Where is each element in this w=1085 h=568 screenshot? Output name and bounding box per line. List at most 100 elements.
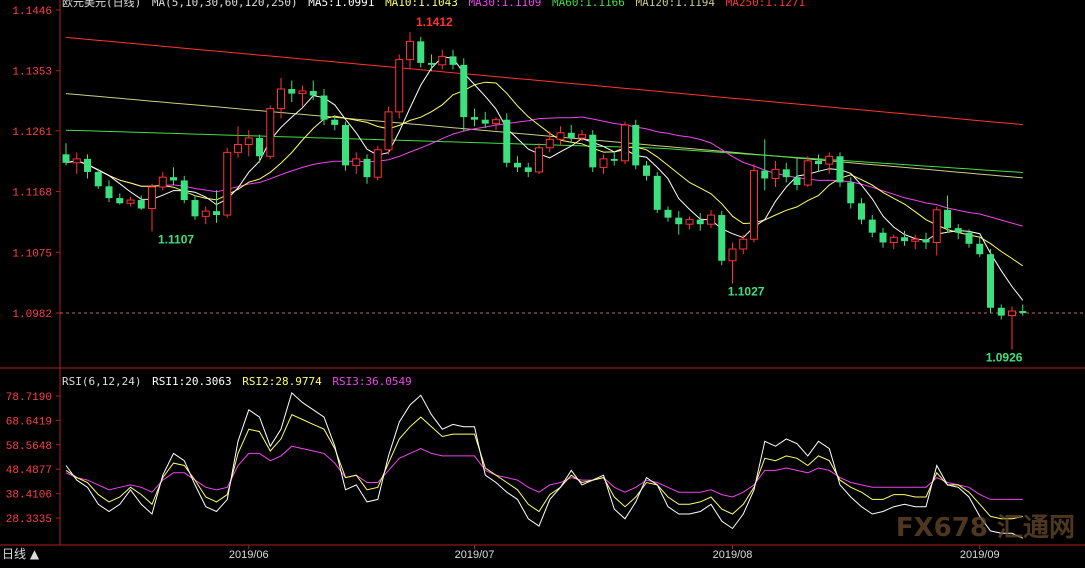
candle-body	[632, 124, 640, 166]
candle-body	[363, 158, 371, 178]
y-tick-label: 1.1168	[12, 188, 52, 200]
candle-body	[298, 90, 307, 95]
candle-body	[460, 64, 468, 118]
candle-body	[987, 254, 994, 308]
rsi-y-tick-label: 78.7190	[6, 392, 52, 404]
candle-body	[201, 210, 210, 217]
candle-body	[244, 137, 253, 146]
x-tick-label: 2019/06	[229, 549, 269, 561]
candle-body	[417, 41, 425, 63]
candle-body	[62, 154, 70, 163]
rsi-y-tick-label: 48.4877	[6, 465, 52, 477]
ma-params: MA(5,10,30,60,120,250)	[151, 0, 298, 9]
candle-body	[610, 158, 618, 161]
candle-body	[718, 215, 726, 261]
candle-body	[728, 248, 737, 262]
rsi-header: RSI(6,12,24) RSI1:20.3063 RSI2:28.9774 R…	[62, 375, 412, 388]
price-annotation: 1.1107	[158, 232, 194, 246]
rsi-y-tick-label: 58.5648	[6, 441, 52, 453]
candle-body	[922, 239, 930, 243]
ma120-line	[65, 93, 1023, 179]
candle-body	[932, 209, 941, 243]
ma5-line	[65, 56, 1024, 301]
candle-body	[889, 236, 898, 243]
symbol-label[interactable]: 欧元美元(日线)	[62, 0, 142, 9]
candle-body	[664, 209, 672, 218]
candle-body	[180, 180, 188, 201]
candle-body	[191, 200, 199, 217]
candle-body	[256, 137, 263, 157]
rsi-line-rsi2	[65, 414, 1023, 520]
candle-body	[793, 177, 801, 186]
candle-body	[331, 119, 339, 125]
ma10-line	[65, 81, 1024, 267]
candle-body	[803, 160, 812, 186]
candle-body	[954, 228, 962, 233]
candle-body	[116, 198, 124, 204]
rsi3-label: RSI3:36.0549	[332, 375, 412, 388]
candle-body	[503, 119, 511, 163]
candle-body	[868, 219, 876, 233]
candle-body	[373, 149, 382, 178]
candle-body	[545, 138, 554, 149]
candle-body	[836, 156, 844, 183]
candle-body	[589, 134, 597, 168]
candle-body	[578, 134, 586, 139]
candle-body	[449, 56, 457, 65]
candle-body	[944, 209, 951, 229]
candle-body	[556, 132, 565, 140]
candle-body	[158, 176, 167, 188]
candle-body	[481, 119, 489, 124]
y-tick-label: 1.1261	[12, 127, 52, 139]
candle-body	[1019, 311, 1027, 313]
rsi-y-tick-label: 68.6419	[6, 416, 52, 428]
candle-body	[696, 219, 704, 225]
candle-body	[524, 167, 532, 172]
candle-body	[105, 186, 113, 199]
candle-body	[879, 232, 887, 243]
candle-body	[406, 40, 414, 61]
candle-body	[94, 171, 102, 187]
candle-body	[643, 165, 650, 176]
candle-body	[492, 119, 500, 125]
candle-body	[126, 199, 135, 204]
ma60-label: MA60:1.1166	[552, 0, 625, 9]
rsi1-label: RSI1:20.3063	[152, 375, 232, 388]
price-annotation: 1.1027	[728, 285, 765, 299]
y-tick-label: 1.0982	[12, 309, 52, 321]
candle-body	[1008, 310, 1016, 317]
candle-body	[342, 124, 349, 166]
candle-body	[782, 169, 790, 178]
price-annotation: 1.1412	[416, 15, 453, 29]
candle-body	[266, 108, 275, 157]
y-tick-label: 1.1353	[12, 67, 52, 79]
candle-body	[901, 237, 908, 242]
candle-body	[685, 219, 694, 225]
candle-body	[84, 158, 91, 172]
price-annotation: 1.0926	[986, 351, 1023, 365]
main-header: 欧元美元(日线) MA(5,10,30,60,120,250) MA5:1.09…	[62, 0, 805, 10]
candle-body	[384, 111, 393, 151]
candle-body	[288, 89, 296, 94]
candle-body	[761, 170, 769, 179]
rsi-line-rsi3	[65, 445, 1023, 500]
candle-body	[567, 132, 575, 138]
rsi-line-rsi1	[65, 391, 1024, 539]
candle-body	[621, 124, 629, 162]
candle-body	[750, 170, 758, 240]
candle-body	[148, 186, 156, 210]
ma5-label: MA5:1.0991	[308, 0, 375, 9]
candle-body	[395, 59, 404, 113]
x-tick-label: 2019/08	[713, 549, 753, 561]
candle-body	[707, 214, 715, 225]
candle-body	[997, 307, 1005, 316]
candle-body	[514, 162, 521, 168]
ma120-label: MA120:1.1194	[635, 0, 715, 9]
period-selector[interactable]: 日线 ▲	[2, 547, 40, 561]
y-tick-label: 1.1446	[12, 6, 52, 18]
candle-body	[739, 238, 748, 250]
ma30-label: MA30:1.1109	[468, 0, 542, 9]
rsi-params: RSI(6,12,24)	[62, 375, 142, 388]
